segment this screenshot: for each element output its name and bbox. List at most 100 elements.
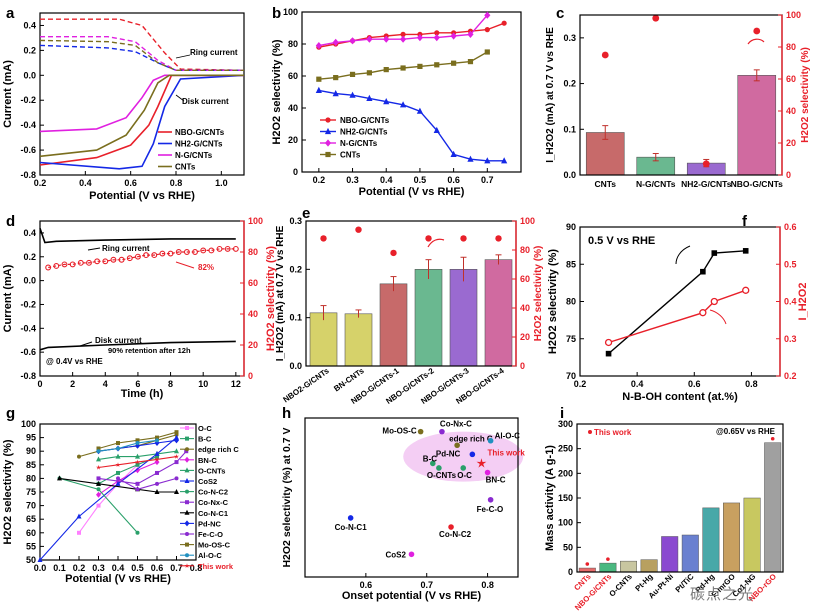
this-work-marker xyxy=(606,557,610,561)
data-point xyxy=(430,460,436,467)
legend-label: Pd-NC xyxy=(198,519,221,528)
selectivity-point xyxy=(110,256,117,263)
x-tick-label: 0.7 xyxy=(420,580,433,590)
chart-title: @0.65V vs RHE xyxy=(716,427,776,436)
x-tick-label: 0.6 xyxy=(151,563,164,573)
selectivity-point xyxy=(134,253,141,260)
data-point xyxy=(604,338,613,347)
data-point xyxy=(154,459,160,466)
data-point xyxy=(324,139,332,147)
data-point xyxy=(184,467,190,473)
axis-title: I_H2O2 (mA) at 0.7 V vs RHE xyxy=(275,225,286,361)
bar xyxy=(743,497,761,573)
data-point xyxy=(325,151,331,158)
x-tick-label: 0.5 xyxy=(414,175,427,185)
data-point xyxy=(154,456,160,462)
data-point xyxy=(711,250,718,256)
data-point xyxy=(416,107,424,114)
category-label: N-G/CNTs xyxy=(636,179,676,189)
data-point xyxy=(185,500,189,505)
data-point xyxy=(185,553,189,558)
y-tick-label: 85 xyxy=(26,460,36,470)
data-point xyxy=(77,530,81,535)
y-tick-label: 100 xyxy=(786,10,801,20)
selectivity-point xyxy=(355,226,362,233)
y-tick-label: -0.6 xyxy=(20,347,36,357)
point-label: CoS2 xyxy=(386,550,407,559)
x-tick-label: 0.4 xyxy=(380,175,393,185)
series-line xyxy=(117,477,177,490)
selectivity-point xyxy=(192,249,198,255)
x-tick-label: 0.8 xyxy=(481,580,494,590)
data-point xyxy=(434,30,440,36)
legend-label: CNTs xyxy=(340,151,361,160)
point-label: O-CNTs xyxy=(427,471,457,480)
data-point xyxy=(184,456,190,463)
annotation: Ring current xyxy=(102,244,150,253)
y-tick-label: 60 xyxy=(26,528,36,538)
y-tick-label: -0.4 xyxy=(20,323,36,333)
y-tick-label: 0.0 xyxy=(23,276,36,286)
axis-title: H2O2 selectivity (%) xyxy=(265,246,277,351)
axis-title: Current (mA) xyxy=(2,60,14,128)
data-point xyxy=(185,436,189,441)
current-line xyxy=(608,289,746,344)
y-tick-label: 0.3 xyxy=(563,33,576,43)
annotation-arrow xyxy=(709,309,727,325)
point-label: BN-C xyxy=(486,476,506,485)
y-tick-label: 60 xyxy=(520,274,530,284)
legend-label: B-C xyxy=(198,435,212,444)
data-point xyxy=(174,489,179,494)
y-tick-label: 0.2 xyxy=(23,252,36,262)
selectivity-line xyxy=(48,248,236,269)
data-point xyxy=(467,155,474,162)
x-tick-label: 0.5 xyxy=(131,563,144,573)
y-tick-label: 75 xyxy=(566,334,576,344)
selectivity-point xyxy=(702,160,710,168)
ring-curve xyxy=(39,227,236,244)
y-tick-label: 80 xyxy=(520,245,530,255)
y-tick-label: 300 xyxy=(558,419,573,429)
data-point xyxy=(174,448,179,454)
data-point xyxy=(135,530,140,535)
data-point xyxy=(77,454,81,459)
x-axis-title: Time (h) xyxy=(121,388,164,400)
data-point xyxy=(487,496,494,503)
data-point xyxy=(325,117,331,123)
data-point xyxy=(408,551,415,558)
legend-label: CNTs xyxy=(175,163,196,172)
selectivity-point xyxy=(495,235,502,242)
x-tick-label: 6 xyxy=(135,379,140,389)
x-tick-label: 0.3 xyxy=(92,563,105,573)
annotation: Disk current xyxy=(95,336,142,345)
y-tick-label: 250 xyxy=(558,444,573,454)
legend-label: O-CNTs xyxy=(198,466,225,475)
y-tick-label: -0.4 xyxy=(20,120,36,130)
x-axis-title: Potential (V vs RHE) xyxy=(89,190,195,202)
legend-label: NH2-G/CNTs xyxy=(175,140,223,149)
y-tick-label: 40 xyxy=(248,309,258,319)
y-tick-label: 150 xyxy=(558,493,573,503)
x-tick-label: 0.7 xyxy=(170,563,183,573)
data-point xyxy=(416,34,424,42)
y-tick-label: 0.0 xyxy=(289,361,302,371)
x-tick-label: 0.8 xyxy=(190,563,203,573)
y-tick-label: 100 xyxy=(558,518,573,528)
annotation: Ring current xyxy=(190,48,238,57)
x-tick-label: 0.6 xyxy=(688,379,701,389)
this-work-marker xyxy=(585,562,590,566)
y-tick-label: 60 xyxy=(288,71,298,81)
data-point xyxy=(174,476,179,481)
selectivity-point xyxy=(460,235,467,242)
x-tick-label: 8 xyxy=(168,379,173,389)
y-tick-label: 200 xyxy=(558,468,573,478)
x-axis-title: Onset potential (V vs RHE) xyxy=(342,590,482,602)
bar xyxy=(661,536,679,573)
data-point xyxy=(349,37,356,45)
data-point xyxy=(115,453,121,459)
point-label: Co-Nx-C xyxy=(440,420,472,429)
panel-letter: b xyxy=(272,5,281,22)
plot-frame xyxy=(305,220,517,367)
data-point xyxy=(184,563,190,568)
annotation: 90% retention after 12h xyxy=(108,346,191,355)
